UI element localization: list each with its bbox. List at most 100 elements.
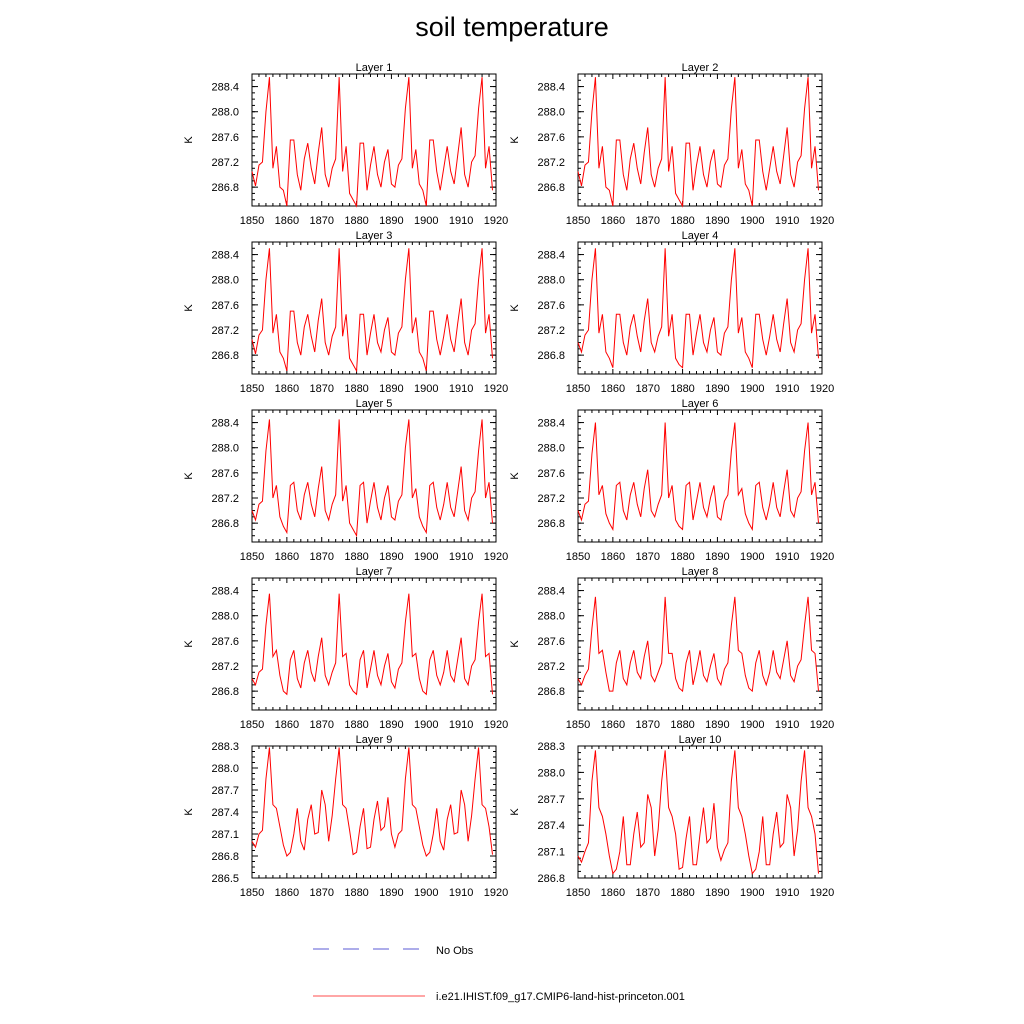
series-line: [577, 422, 820, 532]
x-tick-label: 1900: [414, 215, 438, 227]
x-tick-label: 1910: [449, 383, 473, 395]
x-tick-label: 1880: [670, 887, 694, 899]
y-tick-label: 287.1: [211, 829, 239, 841]
y-axis-label: K: [509, 808, 521, 816]
x-tick-label: 1850: [240, 215, 264, 227]
y-tick-label: 287.6: [211, 468, 239, 480]
y-tick-label: 287.7: [211, 785, 239, 797]
x-tick-label: 1920: [810, 215, 834, 227]
x-tick-label: 1910: [449, 887, 473, 899]
y-tick-label: 288.0: [211, 611, 239, 623]
x-tick-label: 1870: [635, 551, 659, 563]
x-tick-label: 1870: [635, 887, 659, 899]
y-tick-label: 287.4: [537, 820, 565, 832]
y-axis-label: K: [183, 808, 195, 816]
x-tick-label: 1850: [240, 551, 264, 563]
x-tick-label: 1920: [810, 383, 834, 395]
panel-title: Layer 3: [356, 230, 393, 242]
x-tick-label: 1900: [740, 551, 764, 563]
y-tick-label: 286.8: [537, 686, 565, 698]
panel-title: Layer 6: [682, 398, 719, 410]
series-line: [577, 750, 820, 875]
x-tick-label: 1880: [344, 887, 368, 899]
y-tick-label: 287.4: [211, 807, 239, 819]
panel-8: Layer 8 K 1850 1860 1870 1880 1890 1900 1910 1920…: [509, 566, 834, 731]
x-tick-label: 1920: [484, 887, 508, 899]
y-tick-label: 288.0: [211, 107, 239, 119]
y-tick-label: 287.1: [537, 847, 565, 859]
x-tick-label: 1910: [775, 551, 799, 563]
series-line: [577, 596, 820, 693]
x-tick-label: 1910: [775, 215, 799, 227]
panel-title: Layer 7: [356, 566, 393, 578]
x-tick-label: 1870: [309, 887, 333, 899]
plot-frame: [251, 577, 497, 711]
y-tick-label: 288.4: [537, 586, 565, 598]
x-tick-label: 1880: [670, 551, 694, 563]
y-tick-label: 286.8: [211, 851, 239, 863]
x-tick-label: 1880: [344, 551, 368, 563]
x-tick-label: 1910: [775, 383, 799, 395]
plot-frame: [577, 241, 823, 375]
y-axis-label: K: [183, 304, 195, 312]
y-tick-label: 286.8: [211, 686, 239, 698]
y-tick-label: 287.6: [211, 132, 239, 144]
x-tick-label: 1860: [275, 551, 299, 563]
y-axis-label: K: [183, 136, 195, 144]
panel-title: Layer 1: [356, 62, 393, 74]
x-tick-label: 1910: [449, 719, 473, 731]
x-tick-label: 1850: [566, 551, 590, 563]
plot-frame: [251, 241, 497, 375]
y-tick-label: 288.0: [537, 107, 565, 119]
x-tick-label: 1890: [379, 719, 403, 731]
y-tick-label: 287.6: [211, 636, 239, 648]
x-tick-label: 1900: [740, 719, 764, 731]
y-tick-label: 288.4: [537, 250, 565, 262]
y-axis-label: K: [509, 640, 521, 648]
x-tick-label: 1880: [670, 719, 694, 731]
panel-title: Layer 2: [682, 62, 719, 74]
y-tick-label: 288.0: [537, 443, 565, 455]
x-tick-label: 1920: [484, 215, 508, 227]
y-tick-label: 288.3: [537, 741, 565, 753]
y-tick-label: 288.0: [537, 611, 565, 623]
x-tick-label: 1890: [379, 551, 403, 563]
y-tick-label: 288.4: [211, 82, 239, 94]
panel-9: Layer 9 K 1850 1860 1870 1880 1890 1900 1910 1920…: [183, 734, 508, 899]
x-tick-label: 1920: [484, 551, 508, 563]
x-tick-label: 1860: [275, 383, 299, 395]
panel-4: Layer 4 K 1850 1860 1870 1880 1890 1900 1910 1920…: [509, 230, 834, 395]
y-tick-label: 288.4: [211, 586, 239, 598]
y-tick-label: 287.6: [537, 132, 565, 144]
plot-frame: [577, 409, 823, 543]
x-tick-label: 1910: [775, 719, 799, 731]
y-tick-label: 288.0: [211, 443, 239, 455]
x-tick-label: 1890: [705, 215, 729, 227]
y-tick-label: 286.8: [211, 518, 239, 530]
y-tick-label: 287.2: [537, 325, 565, 337]
y-tick-label: 286.8: [211, 182, 239, 194]
series-line: [251, 747, 494, 857]
panel-title: Layer 10: [679, 734, 722, 746]
y-axis-label: K: [509, 304, 521, 312]
panel-5: Layer 5 K 1850 1860 1870 1880 1890 1900 1910 1920…: [183, 398, 508, 563]
x-tick-label: 1870: [309, 551, 333, 563]
x-tick-label: 1890: [705, 719, 729, 731]
x-tick-label: 1900: [414, 719, 438, 731]
x-tick-label: 1850: [566, 383, 590, 395]
series-line: [251, 419, 494, 538]
plot-frame: [251, 73, 497, 207]
y-tick-label: 286.8: [537, 518, 565, 530]
x-tick-label: 1890: [705, 383, 729, 395]
panel-title: Layer 4: [682, 230, 719, 242]
panel-1: Layer 1 K 1850 1860 1870 1880 1890 1900 1910 1920…: [183, 62, 508, 227]
y-tick-label: 288.0: [211, 763, 239, 775]
y-tick-label: 287.7: [537, 794, 565, 806]
x-tick-label: 1900: [414, 887, 438, 899]
plot-frame: [577, 73, 823, 207]
y-tick-label: 286.8: [537, 182, 565, 194]
chart-title: soil temperature: [415, 12, 609, 42]
x-tick-label: 1880: [344, 215, 368, 227]
x-tick-label: 1910: [449, 215, 473, 227]
